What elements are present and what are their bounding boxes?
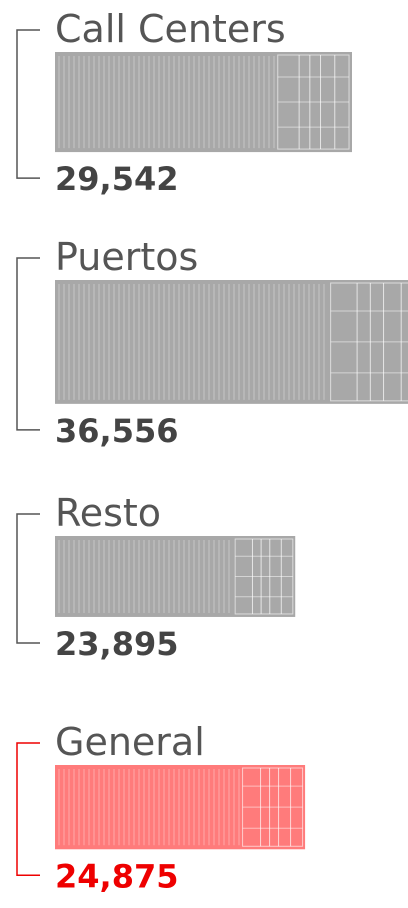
value-label: 36,556 xyxy=(55,412,178,450)
bracket xyxy=(17,743,40,875)
value-label: 23,895 xyxy=(55,625,178,663)
bracket xyxy=(17,258,40,430)
category-label: General xyxy=(55,720,205,764)
value-label: 29,542 xyxy=(55,160,178,198)
chart: Call Centers 29,542 Puertos 36,556 Resto 23,8… xyxy=(0,0,408,908)
category-label: Resto xyxy=(55,491,161,535)
container xyxy=(55,52,352,152)
value-label: 24,875 xyxy=(55,857,178,895)
container xyxy=(55,536,295,617)
container xyxy=(55,765,305,849)
container xyxy=(55,280,408,404)
category-label: Call Centers xyxy=(55,7,286,51)
bracket xyxy=(17,514,40,643)
bracket xyxy=(17,30,40,178)
category-label: Puertos xyxy=(55,235,198,279)
